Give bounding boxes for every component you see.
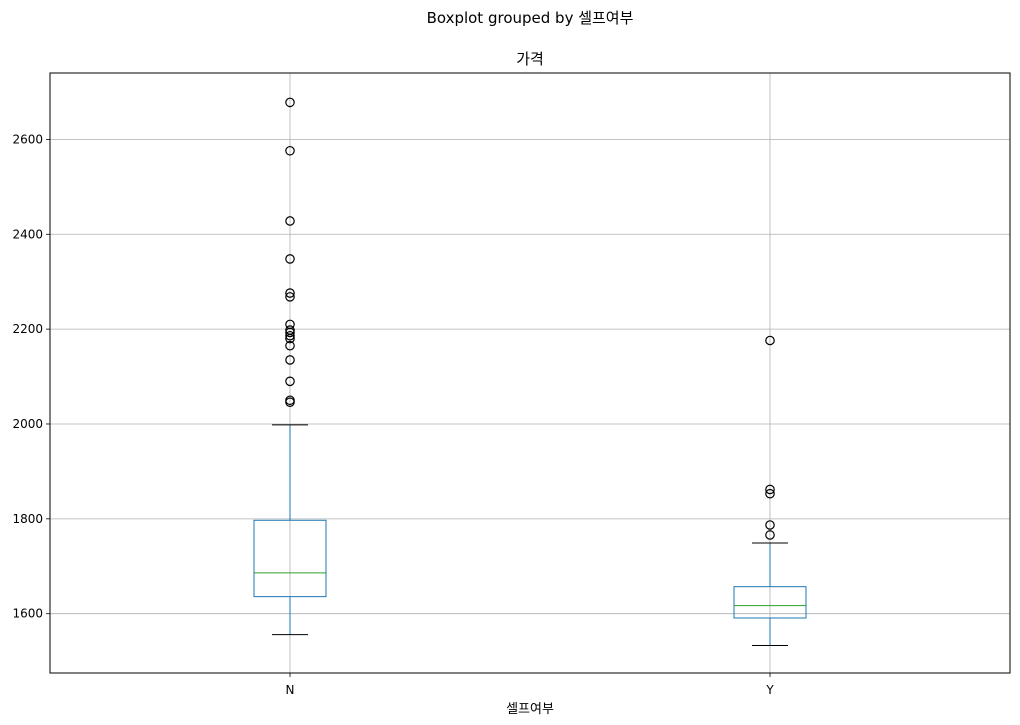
x-tick-label-N: N xyxy=(286,683,295,697)
flier-point xyxy=(765,520,775,530)
flier-point xyxy=(285,330,295,341)
chart-suptitle: Boxplot grouped by 셀프여부 xyxy=(427,9,634,27)
x-axis-label: 셀프여부 xyxy=(506,702,554,717)
flier-point xyxy=(765,484,775,495)
flier-point xyxy=(285,292,295,302)
flier-point xyxy=(765,335,775,346)
y-tick-label-2200: 2200 xyxy=(12,322,43,336)
flier-point xyxy=(285,397,295,407)
flier-point xyxy=(285,340,295,351)
flier-point xyxy=(285,355,295,365)
plot-frame xyxy=(49,72,1011,674)
grid-lines xyxy=(50,73,1010,673)
y-tick-label-2400: 2400 xyxy=(12,227,43,241)
flier-point xyxy=(285,327,295,338)
chart-title: 가격 xyxy=(516,50,544,68)
flier-point xyxy=(285,333,295,344)
box-iqr xyxy=(733,586,807,619)
flier-point xyxy=(765,488,775,499)
y-tick-label-2000: 2000 xyxy=(12,417,43,431)
flier-point xyxy=(285,216,295,226)
flier-point xyxy=(285,97,295,108)
flier-point xyxy=(285,145,295,156)
box-series xyxy=(253,97,807,646)
y-tick-label-1800: 1800 xyxy=(12,512,43,526)
flier-point xyxy=(285,254,295,264)
flier-point xyxy=(765,530,775,540)
axis-ticks: 1600 1800 2000 2200 2400 2600 N Y xyxy=(12,132,774,697)
y-tick-label-1600: 1600 xyxy=(12,607,43,621)
flier-point xyxy=(285,288,295,298)
box-group-N xyxy=(253,97,327,636)
flier-point xyxy=(285,376,295,387)
box-iqr xyxy=(253,519,327,598)
box-group-Y xyxy=(733,335,807,646)
y-tick-label-2600: 2600 xyxy=(12,132,43,146)
x-tick-label-Y: Y xyxy=(765,683,774,697)
